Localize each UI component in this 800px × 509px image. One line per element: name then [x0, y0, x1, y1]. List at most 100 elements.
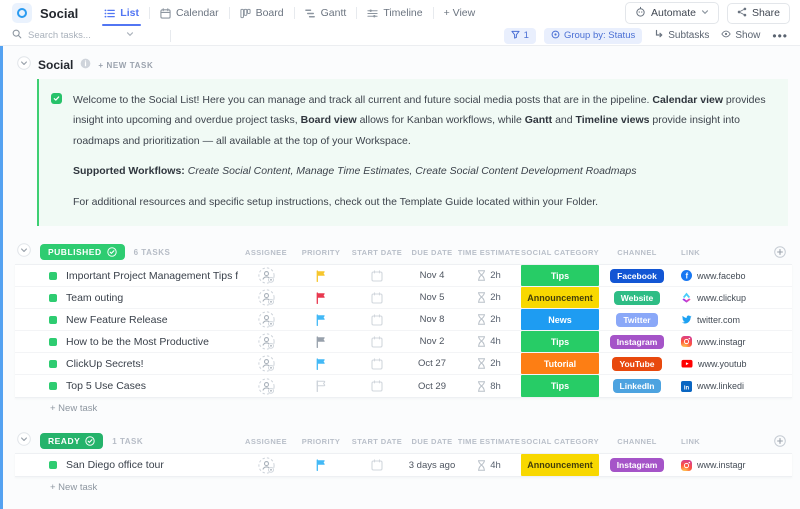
add-column-icon[interactable]	[768, 246, 792, 258]
task-name[interactable]: Top 5 Use Cases	[66, 380, 146, 392]
channel-badge[interactable]: YouTube	[612, 357, 661, 371]
filter-button[interactable]: 1	[504, 28, 536, 44]
category-badge[interactable]: Tips	[521, 331, 599, 352]
priority-flag-icon[interactable]	[316, 380, 326, 392]
column-header-time-estimate[interactable]: TIME ESTIMATE	[458, 248, 520, 257]
start-date-icon[interactable]	[371, 358, 383, 370]
task-status-icon[interactable]	[49, 272, 57, 280]
task-name-cell[interactable]: Team outing	[15, 292, 238, 304]
start-date-cell[interactable]	[348, 270, 406, 282]
assignee-cell[interactable]	[238, 311, 294, 328]
collapse-group-icon[interactable]	[17, 432, 31, 451]
column-header-due-date[interactable]: DUE DATE	[406, 248, 458, 257]
assignee-cell[interactable]	[238, 333, 294, 350]
assignee-placeholder-icon[interactable]	[258, 333, 275, 350]
column-header-start-date[interactable]: START DATE	[348, 248, 406, 257]
link-cell[interactable]: www.youtub	[674, 358, 768, 369]
due-date-cell[interactable]: Nov 5	[406, 292, 458, 303]
column-header-time-estimate[interactable]: TIME ESTIMATE	[458, 437, 520, 446]
assignee-cell[interactable]	[238, 267, 294, 284]
assignee-placeholder-icon[interactable]	[258, 267, 275, 284]
channel-cell[interactable]: Website	[600, 291, 674, 305]
link-text[interactable]: www.youtub	[698, 359, 747, 369]
task-name[interactable]: ClickUp Secrets!	[66, 358, 144, 370]
search-box[interactable]	[12, 29, 162, 42]
channel-cell[interactable]: Twitter	[600, 313, 674, 327]
link-text[interactable]: www.clickup	[697, 293, 746, 303]
link-cell[interactable]: inwww.linkedi	[674, 381, 768, 392]
task-name-cell[interactable]: San Diego office tour	[15, 459, 238, 471]
time-estimate-cell[interactable]: 2h	[458, 270, 520, 281]
priority-flag-icon[interactable]	[316, 270, 326, 282]
more-options-icon[interactable]: •••	[772, 29, 788, 43]
chevron-down-icon[interactable]	[701, 7, 709, 19]
priority-flag-icon[interactable]	[316, 459, 326, 471]
column-header-link[interactable]: LINK	[674, 437, 768, 446]
start-date-icon[interactable]	[371, 314, 383, 326]
social-category-cell[interactable]: Tips	[520, 265, 600, 286]
social-category-cell[interactable]: Announcement	[520, 454, 600, 476]
link-cell[interactable]: fwww.facebo	[674, 270, 768, 281]
start-date-cell[interactable]	[348, 459, 406, 471]
priority-cell[interactable]	[294, 459, 348, 471]
column-header-social-category[interactable]: SOCIAL CATEGORY	[520, 248, 600, 257]
priority-flag-icon[interactable]	[316, 314, 326, 326]
task-name-cell[interactable]: How to be the Most Productive	[15, 336, 238, 348]
channel-cell[interactable]: LinkedIn	[600, 379, 674, 393]
task-status-icon[interactable]	[49, 338, 57, 346]
collapse-group-icon[interactable]	[17, 243, 31, 262]
tab-list[interactable]: List	[94, 0, 149, 26]
new-task-button-top[interactable]: + NEW TASK	[98, 61, 153, 70]
social-category-cell[interactable]: News	[520, 309, 600, 330]
due-date-cell[interactable]: Nov 4	[406, 270, 458, 281]
column-header-social-category[interactable]: SOCIAL CATEGORY	[520, 437, 600, 446]
time-estimate-cell[interactable]: 2h	[458, 358, 520, 369]
start-date-cell[interactable]	[348, 314, 406, 326]
subtasks-button[interactable]: Subtasks	[654, 29, 709, 42]
channel-badge[interactable]: LinkedIn	[613, 379, 662, 393]
column-header-due-date[interactable]: DUE DATE	[406, 437, 458, 446]
priority-cell[interactable]	[294, 292, 348, 304]
task-row[interactable]: How to be the Most ProductiveNov 24hTips…	[15, 331, 792, 353]
column-header-priority[interactable]: PRIORITY	[294, 437, 348, 446]
column-header-link[interactable]: LINK	[674, 248, 768, 257]
group-by-button[interactable]: Group by: Status	[544, 28, 642, 44]
time-estimate-cell[interactable]: 8h	[458, 381, 520, 392]
assignee-placeholder-icon[interactable]	[258, 457, 275, 474]
task-row[interactable]: San Diego office tour3 days ago4hAnnounc…	[15, 454, 792, 476]
clickup-logo-icon[interactable]	[12, 3, 32, 23]
column-header-channel[interactable]: CHANNEL	[600, 248, 674, 257]
task-name[interactable]: Team outing	[66, 292, 123, 304]
task-name-cell[interactable]: Important Project Management Tips for St…	[15, 270, 238, 282]
chevron-down-icon[interactable]	[126, 30, 134, 41]
channel-cell[interactable]: Facebook	[600, 269, 674, 283]
column-header-start-date[interactable]: START DATE	[348, 437, 406, 446]
search-input[interactable]	[28, 30, 120, 41]
task-name[interactable]: Important Project Management Tips for St…	[66, 270, 238, 282]
info-icon[interactable]	[80, 56, 91, 74]
link-text[interactable]: www.linkedi	[697, 381, 744, 391]
due-date-cell[interactable]: 3 days ago	[406, 460, 458, 471]
link-cell[interactable]: www.instagr	[674, 460, 768, 471]
social-category-cell[interactable]: Tutorial	[520, 353, 600, 374]
start-date-icon[interactable]	[371, 292, 383, 304]
priority-flag-icon[interactable]	[316, 292, 326, 304]
status-badge[interactable]: READY	[40, 433, 103, 449]
assignee-cell[interactable]	[238, 457, 294, 474]
category-badge[interactable]: Tips	[521, 265, 599, 286]
channel-badge[interactable]: Facebook	[610, 269, 664, 283]
channel-badge[interactable]: Instagram	[610, 335, 665, 349]
add-column-icon[interactable]	[768, 435, 792, 447]
task-row[interactable]: New Feature ReleaseNov 82hNewsTwittertwi…	[15, 309, 792, 331]
status-badge[interactable]: PUBLISHED	[40, 244, 125, 260]
share-button[interactable]: Share	[727, 3, 790, 24]
category-badge[interactable]: News	[521, 309, 599, 330]
link-text[interactable]: twitter.com	[697, 315, 740, 325]
priority-cell[interactable]	[294, 358, 348, 370]
start-date-icon[interactable]	[371, 380, 383, 392]
link-cell[interactable]: twitter.com	[674, 314, 768, 325]
column-header-assignee[interactable]: ASSIGNEE	[238, 248, 294, 257]
task-status-icon[interactable]	[49, 294, 57, 302]
time-estimate-cell[interactable]: 2h	[458, 292, 520, 303]
column-header-assignee[interactable]: ASSIGNEE	[238, 437, 294, 446]
